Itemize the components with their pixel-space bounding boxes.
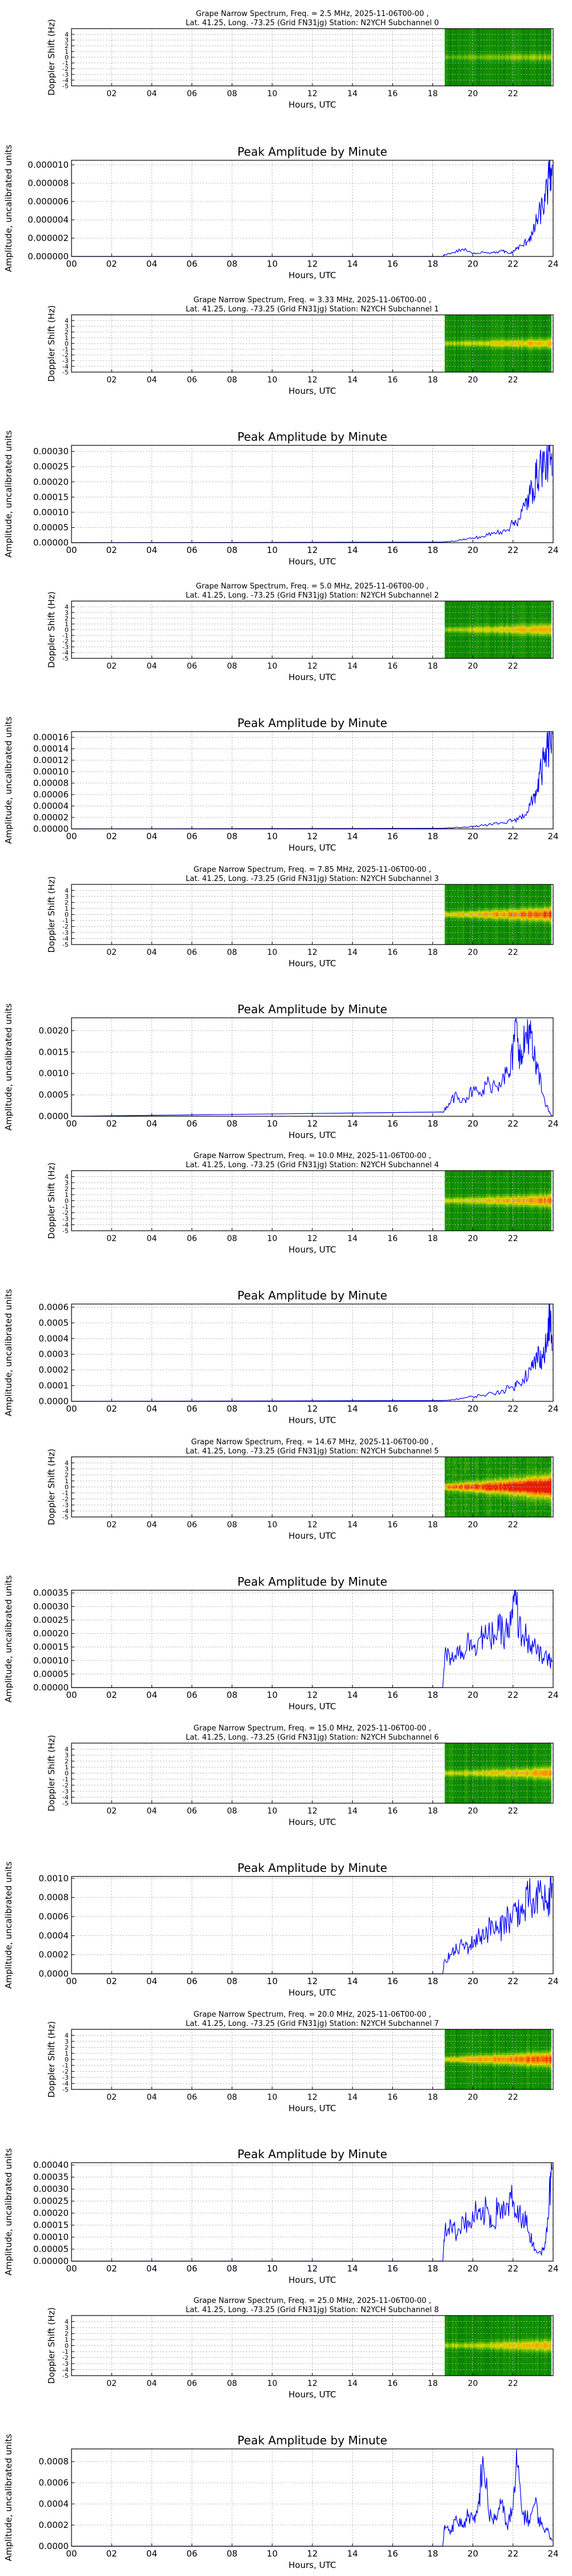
x-tick-label: 10 (267, 259, 277, 269)
x-tick-label: 04 (146, 376, 157, 385)
amplitude-series-line (72, 160, 552, 256)
x-tick-label: 06 (187, 89, 197, 98)
y-axis-label: Doppler Shift (Hz) (46, 19, 57, 96)
y-tick-label: 0.000004 (27, 215, 69, 225)
y-tick-label: 0.000002 (27, 233, 69, 243)
x-tick-label: 20 (467, 259, 478, 269)
x-tick-label: 02 (106, 259, 117, 269)
y-tick-label: 0.000006 (27, 196, 69, 207)
x-tick-label: 20 (468, 89, 478, 98)
x-tick-label: 06 (186, 259, 197, 269)
spectrum-panel-1: Grape Narrow Spectrum, Freq. = 3.33 MHz,… (46, 296, 553, 396)
spectrum-subtitle: Lat. 41.25, Long. -73.25 (Grid FN31jg) S… (186, 305, 439, 314)
x-tick-label: 14 (347, 89, 357, 98)
x-tick-label: 18 (428, 376, 438, 385)
x-tick-label: 02 (106, 89, 117, 98)
x-tick-label: 06 (187, 376, 197, 385)
x-tick-label: 12 (307, 376, 317, 385)
x-tick-label: 18 (428, 89, 438, 98)
x-tick-label: 14 (347, 259, 358, 269)
x-tick-label: 16 (387, 259, 398, 269)
x-axis-label: Hours, UTC (288, 270, 336, 280)
x-tick-label: 22 (508, 376, 518, 385)
x-tick-label: 14 (347, 376, 357, 385)
spectrum-subtitle: Lat. 41.25, Long. -73.25 (Grid FN31jg) S… (186, 19, 439, 27)
spectrum-panel-0: Grape Narrow Spectrum, Freq. = 2.5 MHz, … (46, 10, 553, 110)
x-tick-label: 16 (387, 376, 398, 385)
x-tick-label: 12 (307, 89, 317, 98)
x-tick-label: 04 (146, 89, 157, 98)
y-tick-label: 0.000000 (27, 251, 69, 262)
x-tick-label: 18 (427, 259, 438, 269)
x-tick-label: 04 (146, 259, 157, 269)
x-axis-label: Hours, UTC (288, 100, 336, 110)
x-tick-label: 08 (227, 89, 237, 98)
spectrum-title: Grape Narrow Spectrum, Freq. = 2.5 MHz, … (196, 10, 428, 18)
x-tick-label: 22 (508, 89, 518, 98)
spectrum-title: Grape Narrow Spectrum, Freq. = 3.33 MHz,… (193, 296, 431, 305)
y-tick-label: 0.000008 (27, 178, 69, 188)
x-tick-label: 08 (227, 259, 237, 269)
y-tick-label: 0.000010 (27, 160, 69, 170)
x-tick-label: 24 (547, 259, 558, 269)
x-tick-label: 10 (267, 89, 277, 98)
amplitude-title: Peak Amplitude by Minute (237, 145, 387, 159)
y-tick-label: 4 (65, 31, 69, 38)
x-tick-label: 22 (507, 259, 518, 269)
x-tick-label: 08 (227, 376, 237, 385)
x-tick-label: 12 (307, 259, 317, 269)
x-tick-label: 10 (267, 376, 277, 385)
y-axis-label: Amplitude, uncalibrated units (3, 145, 14, 272)
x-tick-label: 20 (468, 376, 478, 385)
x-tick-label: 16 (387, 89, 398, 98)
x-tick-label: 02 (106, 376, 117, 385)
